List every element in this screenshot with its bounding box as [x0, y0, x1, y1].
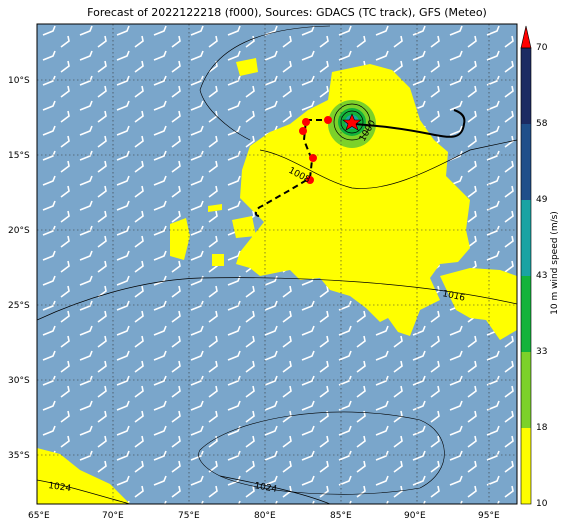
colorbar-tick: 70: [536, 43, 548, 53]
lon-tick-label: 80°E: [254, 511, 276, 521]
colorbar-segment: [521, 428, 531, 504]
plot-area: 1008 1000 1016 1024 1024: [37, 24, 517, 504]
lat-tick-label: 35°S: [8, 451, 30, 461]
colorbar-segment: [521, 124, 531, 200]
lon-tick-label: 90°E: [404, 511, 426, 521]
lon-tick-label: 95°E: [478, 511, 500, 521]
storm-center-star: [342, 113, 362, 131]
storm-symbols: [299, 116, 332, 184]
colorbar-extend-arrow: [520, 25, 532, 49]
storm-symbol: [299, 127, 307, 135]
colorbar: [520, 25, 532, 505]
coastlines: [198, 25, 445, 495]
lat-tick-label: 20°S: [8, 226, 30, 236]
lat-tick-label: 15°S: [8, 151, 30, 161]
lon-tick-label: 85°E: [330, 511, 352, 521]
isobar-label: 1024: [48, 481, 72, 494]
colorbar-tick: 18: [536, 423, 548, 433]
map-title: Forecast of 2022122218 (f000), Sources: …: [87, 6, 487, 19]
colorbar-segment: [521, 352, 531, 428]
storm-symbol: [302, 118, 310, 126]
lon-tick-label: 75°E: [178, 511, 200, 521]
lon-tick-label: 65°E: [28, 511, 50, 521]
colorbar-segment: [521, 276, 531, 352]
isobars: [37, 103, 517, 504]
colorbar-segment: [521, 48, 531, 124]
colorbar-segment: [521, 200, 531, 276]
lat-tick-label: 10°S: [8, 76, 30, 86]
lat-tick-label: 30°S: [8, 376, 30, 386]
colorbar-tick: 58: [536, 119, 548, 129]
colorbar-tick: 33: [536, 347, 548, 357]
storm-symbol: [324, 116, 332, 124]
colorbar-label: 10 m wind speed (m/s): [550, 211, 560, 315]
isobar-label: 1016: [441, 289, 466, 304]
isobar-label: 1024: [253, 481, 278, 495]
colorbar-tick: 10: [536, 499, 548, 509]
lon-axis: 65°E 70°E 75°E 80°E 85°E 90°E 95°E: [28, 511, 500, 521]
gridlines: [37, 24, 517, 504]
lon-tick-label: 70°E: [102, 511, 124, 521]
plot-frame: [36, 23, 518, 505]
storm-symbol: [309, 154, 317, 162]
colorbar-tick: 43: [536, 271, 548, 281]
colorbar-tick: 49: [536, 195, 548, 205]
storm-symbol: [306, 176, 314, 184]
lat-axis: 10°S 15°S 20°S 25°S 30°S 35°S: [8, 76, 30, 461]
rain-areas: [37, 58, 517, 504]
lat-tick-label: 25°S: [8, 301, 30, 311]
